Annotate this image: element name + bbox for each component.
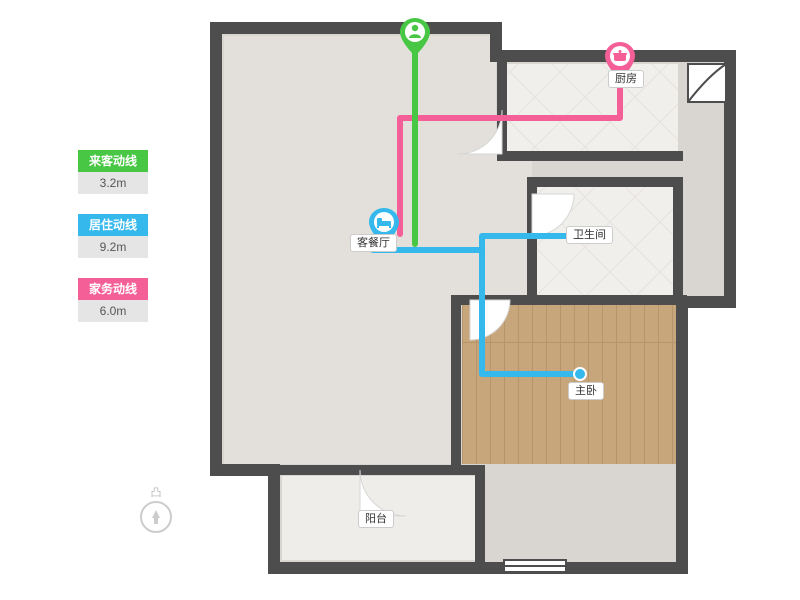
marker-guest xyxy=(400,18,430,56)
floor-plan: 厨房 卫生间 客餐厅 主卧 阳台 xyxy=(210,22,740,578)
label-bathroom: 卫生间 xyxy=(566,226,613,244)
legend-value: 3.2m xyxy=(78,172,148,194)
legend-item-living: 居住动线 9.2m xyxy=(78,214,148,258)
legend-label: 居住动线 xyxy=(78,214,148,236)
label-balcony: 阳台 xyxy=(358,510,394,528)
label-living: 客餐厅 xyxy=(350,234,397,252)
legend: 来客动线 3.2m 居住动线 9.2m 家务动线 6.0m xyxy=(78,150,148,342)
legend-label: 来客动线 xyxy=(78,150,148,172)
plan-svg xyxy=(210,22,740,578)
label-text: 客餐厅 xyxy=(350,234,397,252)
compass: 凸 xyxy=(138,488,174,533)
room-corridor2-floor xyxy=(456,150,532,300)
legend-item-guest: 来客动线 3.2m xyxy=(78,150,148,194)
compass-ring-icon xyxy=(140,501,172,533)
legend-value: 6.0m xyxy=(78,300,148,322)
label-text: 卫生间 xyxy=(566,226,613,244)
label-text: 厨房 xyxy=(608,70,644,88)
label-text: 阳台 xyxy=(358,510,394,528)
compass-north-icon: 凸 xyxy=(138,488,174,499)
person-pin-icon xyxy=(400,18,430,56)
legend-label: 家务动线 xyxy=(78,278,148,300)
legend-item-housework: 家务动线 6.0m xyxy=(78,278,148,322)
label-kitchen: 厨房 xyxy=(608,70,644,88)
legend-value: 9.2m xyxy=(78,236,148,258)
label-bedroom: 主卧 xyxy=(568,382,604,400)
room-kitchen-floor xyxy=(502,64,678,156)
label-text: 主卧 xyxy=(568,382,604,400)
